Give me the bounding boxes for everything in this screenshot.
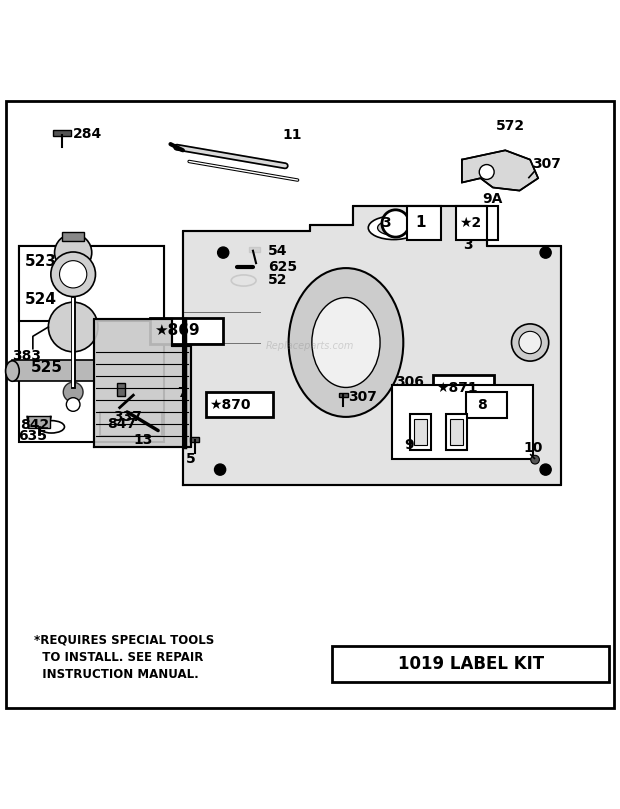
Text: 11: 11 — [282, 128, 301, 142]
Circle shape — [540, 464, 551, 475]
Polygon shape — [462, 150, 538, 191]
Text: Replaceparts.com: Replaceparts.com — [266, 341, 354, 350]
Text: 572: 572 — [496, 118, 525, 133]
Circle shape — [479, 164, 494, 180]
Circle shape — [66, 398, 80, 411]
Text: 3: 3 — [381, 216, 391, 230]
Text: 10: 10 — [524, 441, 543, 455]
Text: 307: 307 — [532, 157, 561, 171]
Circle shape — [63, 382, 83, 402]
Circle shape — [531, 455, 539, 464]
Circle shape — [512, 324, 549, 361]
Text: 3: 3 — [463, 238, 473, 252]
Circle shape — [51, 252, 95, 297]
Ellipse shape — [38, 421, 64, 433]
Bar — [190, 438, 199, 442]
Bar — [392, 384, 533, 459]
Text: 9A: 9A — [482, 192, 503, 205]
Circle shape — [540, 247, 551, 258]
Bar — [433, 375, 494, 400]
Bar — [407, 206, 441, 240]
Text: 5: 5 — [186, 452, 196, 466]
Text: 13: 13 — [133, 433, 153, 447]
Bar — [19, 247, 164, 442]
Text: 9: 9 — [404, 438, 414, 451]
Bar — [410, 414, 431, 451]
Ellipse shape — [382, 210, 409, 237]
Circle shape — [519, 332, 541, 354]
Text: 8: 8 — [477, 398, 487, 412]
Bar — [53, 129, 71, 136]
Ellipse shape — [368, 216, 419, 239]
Ellipse shape — [312, 298, 380, 388]
Bar — [446, 414, 467, 451]
Ellipse shape — [6, 361, 19, 381]
Ellipse shape — [289, 268, 404, 417]
Text: 307: 307 — [348, 390, 378, 404]
Bar — [339, 392, 348, 397]
Text: 383: 383 — [12, 349, 42, 363]
Text: 306: 306 — [396, 375, 425, 389]
Polygon shape — [183, 206, 561, 485]
Text: 847: 847 — [107, 417, 136, 430]
Bar — [450, 419, 463, 446]
Circle shape — [48, 303, 98, 352]
Bar — [62, 232, 84, 241]
Text: 1: 1 — [415, 215, 425, 231]
Text: 842: 842 — [20, 418, 49, 432]
Ellipse shape — [378, 220, 410, 235]
Circle shape — [55, 234, 92, 271]
Bar — [414, 419, 427, 446]
Circle shape — [60, 260, 87, 288]
Polygon shape — [94, 319, 191, 447]
Text: 635: 635 — [19, 429, 48, 443]
Bar — [19, 247, 164, 321]
Text: *REQUIRES SPECIAL TOOLS
  TO INSTALL. SEE REPAIR
  INSTRUCTION MANUAL.: *REQUIRES SPECIAL TOOLS TO INSTALL. SEE … — [34, 634, 215, 681]
Circle shape — [218, 247, 229, 258]
Text: 54: 54 — [268, 244, 287, 258]
Text: ★2: ★2 — [459, 216, 481, 230]
Text: ★870: ★870 — [210, 397, 251, 412]
Bar — [466, 392, 507, 418]
Text: ★871: ★871 — [436, 381, 478, 395]
Bar — [117, 383, 125, 396]
Circle shape — [215, 464, 226, 475]
Bar — [28, 416, 50, 428]
Bar — [249, 247, 260, 252]
Bar — [206, 392, 273, 417]
Text: 7: 7 — [177, 387, 187, 400]
Text: 284: 284 — [73, 127, 102, 142]
Ellipse shape — [231, 275, 256, 286]
Bar — [150, 318, 223, 344]
Bar — [100, 412, 162, 435]
Text: ★869: ★869 — [154, 324, 200, 338]
Text: 337: 337 — [113, 410, 143, 424]
Text: 1019 LABEL KIT: 1019 LABEL KIT — [397, 655, 544, 673]
Text: 625: 625 — [268, 260, 297, 274]
Bar — [456, 206, 498, 240]
Text: 52: 52 — [268, 273, 287, 287]
Text: 523: 523 — [25, 254, 57, 269]
Text: 525: 525 — [31, 360, 63, 375]
Text: 524: 524 — [25, 291, 57, 307]
Bar — [12, 361, 94, 381]
Bar — [332, 646, 609, 682]
